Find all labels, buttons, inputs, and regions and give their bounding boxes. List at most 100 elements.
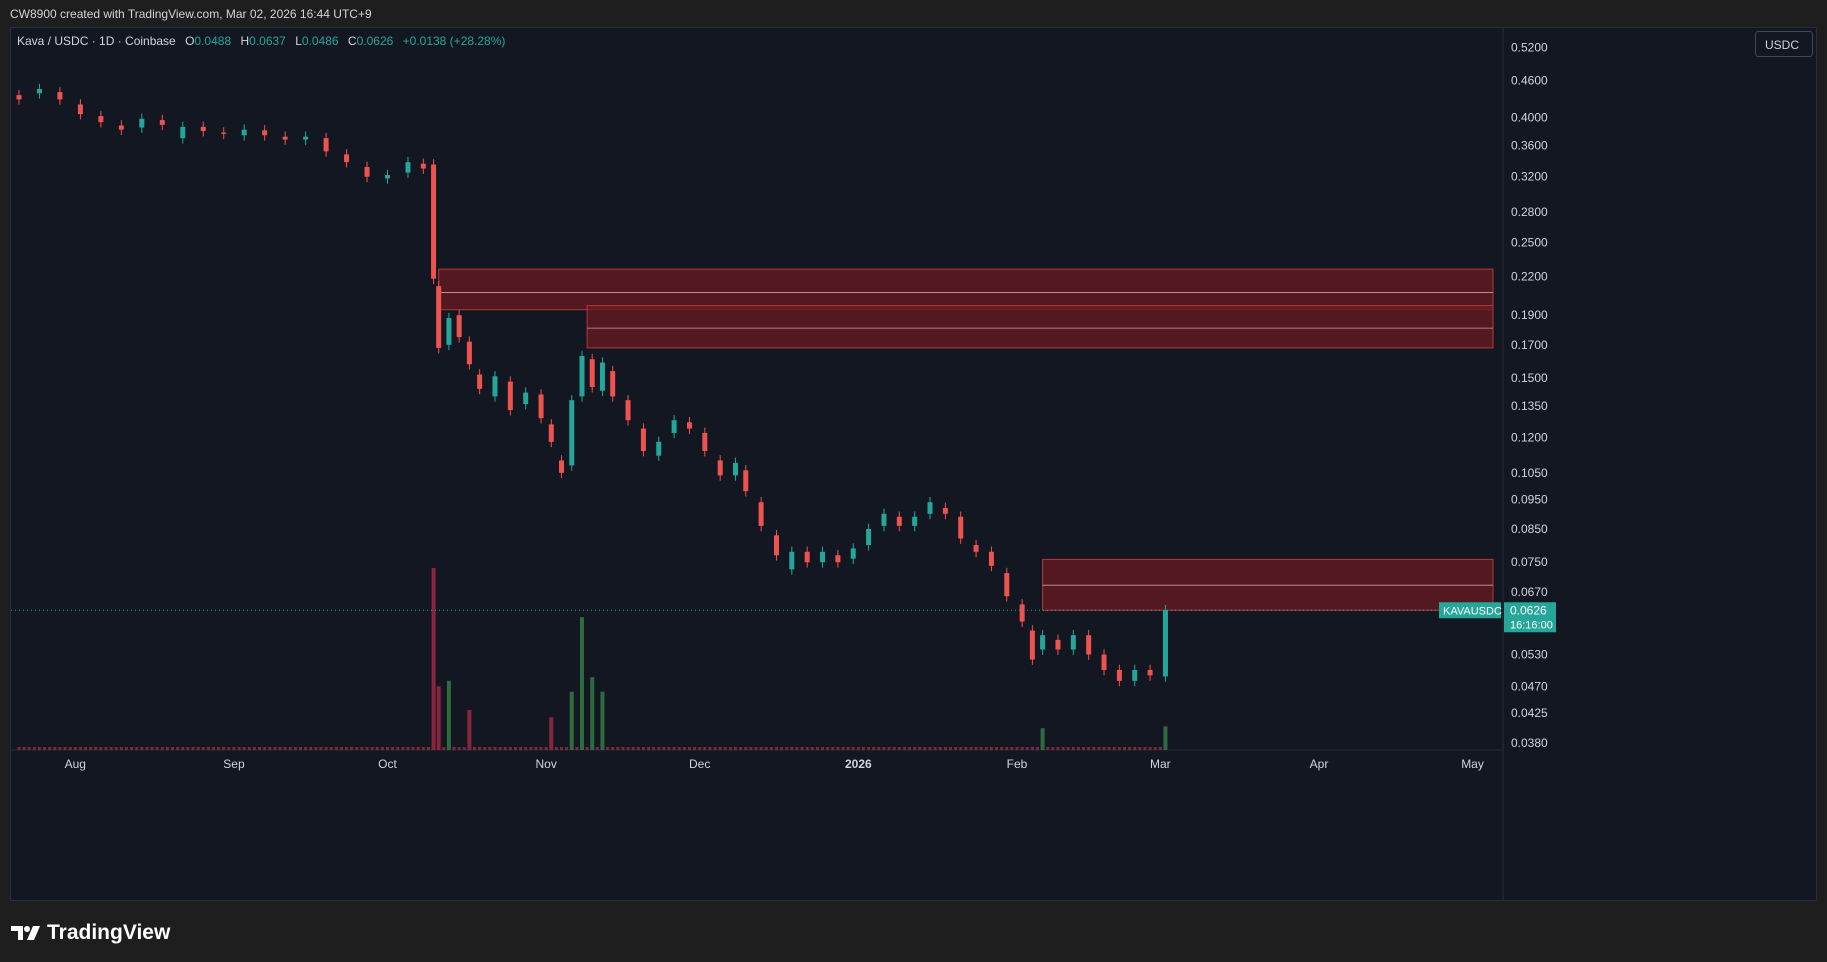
volume-bar bbox=[462, 747, 466, 750]
volume-bar bbox=[800, 747, 804, 750]
volume-bar bbox=[718, 747, 722, 750]
candle-body bbox=[118, 125, 124, 130]
volume-bar bbox=[959, 747, 963, 750]
volume-bar bbox=[114, 747, 118, 750]
volume-bar bbox=[795, 747, 799, 750]
volume-bar bbox=[1071, 747, 1075, 750]
volume-bar bbox=[155, 747, 159, 750]
candle-body bbox=[1004, 573, 1010, 597]
candle-body bbox=[507, 381, 513, 411]
volume-bar bbox=[181, 747, 185, 750]
volume-bar bbox=[370, 747, 374, 750]
price-tick-label: 0.1350 bbox=[1511, 399, 1548, 413]
candle-body bbox=[221, 132, 227, 134]
candle-body bbox=[282, 136, 288, 140]
volume-bar bbox=[171, 747, 175, 750]
currency-selector[interactable]: USDC bbox=[1755, 31, 1813, 57]
volume-bar bbox=[698, 747, 702, 750]
volume-bar bbox=[232, 747, 236, 750]
price-tick-label: 0.1700 bbox=[1511, 338, 1548, 352]
volume-bar bbox=[524, 747, 528, 750]
volume-bar bbox=[319, 747, 323, 750]
volume-bar bbox=[846, 747, 850, 750]
volume-bar bbox=[186, 747, 190, 750]
volume-bar bbox=[1040, 728, 1045, 750]
candle-body bbox=[1101, 654, 1107, 670]
candle-body bbox=[1086, 635, 1092, 655]
volume-bar bbox=[483, 747, 487, 750]
chart-svg[interactable]: 0.5200 0.4600 0.4000 0.3600 0.3200 0.2800 0.25… bbox=[11, 28, 1816, 900]
volume-bar bbox=[140, 747, 144, 750]
volume-bar bbox=[391, 747, 395, 750]
top-bar: CW8900 created with TradingView.com, Mar… bbox=[0, 0, 1827, 27]
volume-bar bbox=[442, 747, 446, 750]
candle-body bbox=[743, 470, 749, 492]
volume-bar bbox=[1148, 747, 1152, 750]
time-tick-label: Dec bbox=[689, 757, 710, 771]
volume-bar bbox=[421, 747, 425, 750]
close-value: 0.0626 bbox=[356, 34, 394, 48]
candle-body bbox=[835, 555, 841, 563]
supply-zone-0 bbox=[438, 268, 1494, 311]
volume-bar bbox=[68, 747, 72, 750]
credit-text: CW8900 created with TradingView.com, Mar… bbox=[10, 7, 372, 21]
symbol-legend: Kava / USDC · 1D · Coinbase O0.0488 H0.0… bbox=[17, 34, 505, 48]
volume-bar bbox=[263, 747, 267, 750]
volume-bar bbox=[452, 747, 456, 750]
time-tick-label: Feb bbox=[1007, 757, 1028, 771]
candle-body bbox=[733, 462, 739, 476]
volume-bar bbox=[1117, 747, 1121, 750]
volume-bar bbox=[227, 747, 231, 750]
volume-bar bbox=[943, 747, 947, 750]
volume-bar bbox=[805, 747, 809, 750]
volume-bar bbox=[1061, 747, 1065, 750]
volume-bar bbox=[355, 747, 359, 750]
candle-body bbox=[559, 460, 565, 473]
candle-body bbox=[36, 89, 42, 94]
volume-bar bbox=[63, 747, 67, 750]
supply-zone-1 bbox=[586, 305, 1494, 349]
volume-bar bbox=[554, 747, 558, 750]
volume-bar bbox=[708, 747, 712, 750]
volume-bar bbox=[1128, 747, 1132, 750]
volume-bar bbox=[662, 747, 666, 750]
volume-bar bbox=[508, 747, 512, 750]
volume-bar bbox=[191, 747, 195, 750]
chart-area[interactable]: 0.5200 0.4600 0.4000 0.3600 0.3200 0.2800 0.25… bbox=[10, 27, 1817, 901]
volume-bar bbox=[529, 747, 533, 750]
candle-body bbox=[492, 376, 498, 397]
candle-body bbox=[548, 424, 554, 442]
volume-bar bbox=[626, 747, 630, 750]
volume-bar bbox=[43, 747, 47, 750]
volume-bar bbox=[416, 747, 420, 750]
price-tick-label: 0.2500 bbox=[1511, 235, 1548, 249]
volume-bar bbox=[652, 747, 656, 750]
volume-bar bbox=[145, 747, 149, 750]
volume-bar bbox=[22, 747, 26, 750]
candle-body bbox=[431, 164, 437, 279]
volume-bar bbox=[386, 747, 389, 750]
candle-body bbox=[610, 371, 616, 397]
candle-body bbox=[1132, 669, 1138, 681]
volume-bar bbox=[969, 747, 973, 750]
volume-bar bbox=[780, 747, 784, 750]
volume-bar bbox=[703, 747, 707, 750]
volume-bar bbox=[73, 747, 77, 750]
candle-body bbox=[139, 118, 145, 128]
volume-bar bbox=[242, 747, 246, 750]
volume-bar bbox=[539, 747, 543, 750]
volume-bar bbox=[815, 747, 819, 750]
volume-bar bbox=[293, 747, 297, 750]
candle-body bbox=[686, 422, 692, 429]
tradingview-logo[interactable]: TradingView bbox=[11, 921, 170, 945]
volume-bar bbox=[130, 747, 134, 750]
volume-bar bbox=[734, 747, 738, 750]
volume-bar bbox=[247, 747, 251, 750]
price-tick-label: 0.0750 bbox=[1511, 555, 1548, 569]
volume-bar bbox=[1020, 747, 1024, 750]
volume-bar bbox=[360, 747, 364, 750]
candle-body bbox=[625, 400, 631, 421]
volume-bar bbox=[913, 747, 917, 750]
high-label: H bbox=[240, 34, 250, 48]
candle-body bbox=[717, 460, 723, 476]
